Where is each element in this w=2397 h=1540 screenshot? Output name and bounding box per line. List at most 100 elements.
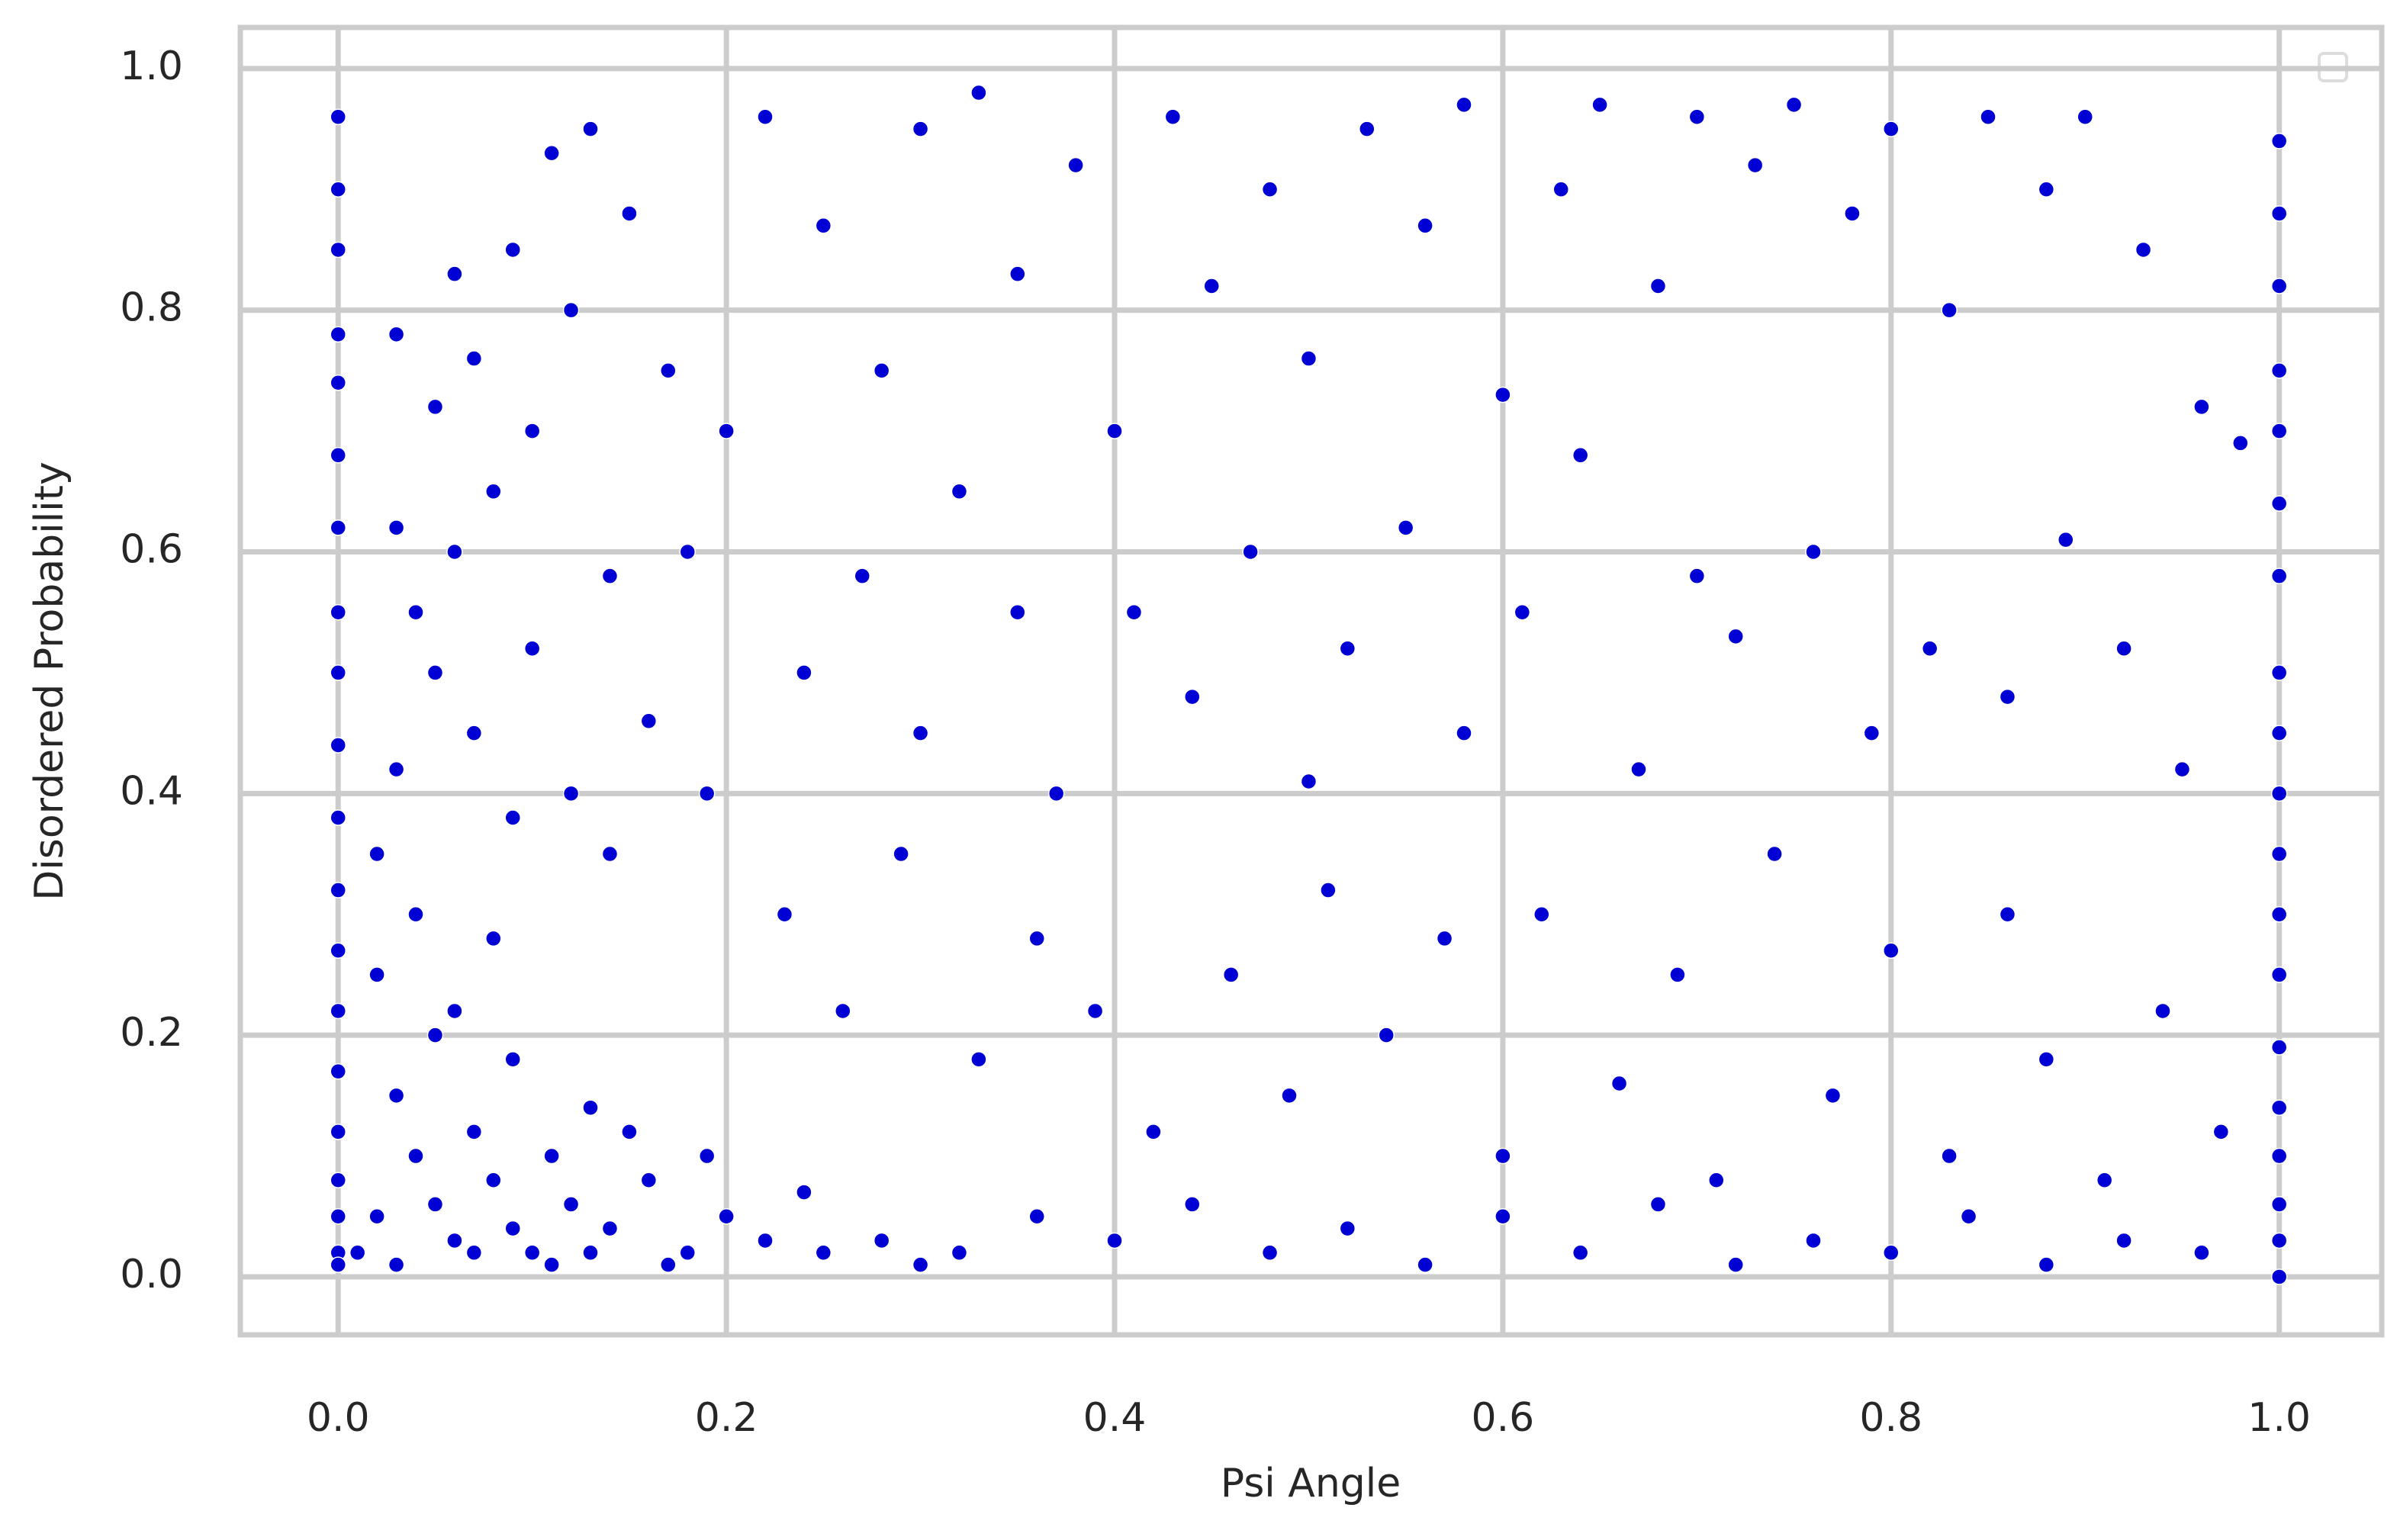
point <box>2270 1099 2288 1116</box>
point <box>543 1256 560 1273</box>
point <box>1067 156 1084 174</box>
point <box>1941 1147 1958 1165</box>
point <box>485 483 502 500</box>
point <box>1378 1027 1395 1043</box>
point <box>2270 725 2288 741</box>
point <box>660 1256 677 1273</box>
point <box>465 1124 483 1140</box>
point <box>1610 1075 1628 1092</box>
point <box>951 1244 968 1262</box>
point <box>504 241 521 259</box>
point <box>407 905 424 923</box>
point <box>679 543 696 561</box>
point <box>2038 1256 2055 1273</box>
point <box>757 1232 774 1249</box>
point <box>330 942 346 960</box>
plot-frame <box>237 24 2385 1338</box>
point <box>2173 760 2191 778</box>
point <box>912 725 929 741</box>
point <box>330 603 346 621</box>
point <box>1242 543 1259 561</box>
point <box>1125 603 1143 621</box>
point <box>912 121 929 137</box>
point <box>970 1051 987 1068</box>
point <box>330 1172 346 1188</box>
point <box>1883 121 1900 137</box>
point <box>601 845 619 863</box>
point <box>1649 278 1667 294</box>
x-axis-label: Psi Angle <box>1221 1461 1401 1506</box>
point <box>776 905 793 923</box>
point <box>426 398 444 416</box>
point <box>893 845 909 863</box>
point <box>330 181 346 198</box>
point <box>1359 121 1375 137</box>
point <box>757 108 774 125</box>
point <box>523 640 541 657</box>
point <box>1960 1208 1977 1225</box>
point <box>698 1147 716 1165</box>
point <box>1669 966 1686 983</box>
point <box>485 1172 502 1188</box>
point <box>1495 1147 1511 1165</box>
point <box>1086 1002 1104 1020</box>
point <box>2270 785 2288 802</box>
y-tick-label: 0.8 <box>120 285 183 331</box>
point <box>2038 1051 2055 1068</box>
point <box>543 144 560 162</box>
point <box>2058 531 2074 548</box>
point <box>1145 1124 1162 1140</box>
point <box>368 966 385 983</box>
point <box>1436 930 1453 947</box>
point <box>2270 1196 2288 1213</box>
point <box>582 1244 599 1262</box>
point <box>1300 773 1318 790</box>
point <box>426 1196 444 1213</box>
point <box>1164 108 1182 125</box>
point <box>2270 205 2288 222</box>
point <box>2270 278 2288 294</box>
point <box>446 543 463 561</box>
point <box>1921 640 1939 657</box>
point <box>330 1208 346 1225</box>
point <box>621 205 638 222</box>
point <box>854 567 870 584</box>
point <box>2038 181 2055 198</box>
points <box>330 84 2288 1285</box>
point <box>1572 447 1589 464</box>
point <box>1941 301 1958 319</box>
point <box>582 1099 599 1116</box>
point <box>1047 785 1065 802</box>
point <box>388 519 405 536</box>
point <box>2270 423 2288 439</box>
point <box>2270 966 2288 983</box>
point <box>562 301 580 319</box>
y-tick-label: 1.0 <box>120 43 183 89</box>
point <box>1999 905 2016 923</box>
point <box>330 519 346 536</box>
point <box>2096 1172 2113 1188</box>
point <box>2115 640 2132 657</box>
point <box>330 737 346 754</box>
point <box>601 1220 619 1237</box>
point <box>835 1002 851 1020</box>
point <box>504 1051 521 1068</box>
point <box>1999 688 2016 706</box>
point <box>465 1244 483 1262</box>
point <box>1980 108 1996 125</box>
point <box>1281 1087 1298 1104</box>
point <box>1805 1232 1822 1249</box>
point <box>2270 1232 2288 1249</box>
point <box>2154 1002 2171 1020</box>
x-tick-label: 0.6 <box>1472 1395 1535 1441</box>
point <box>1261 181 1279 198</box>
point <box>815 217 832 234</box>
point <box>2270 1147 2288 1165</box>
point <box>679 1244 696 1262</box>
point <box>1184 1196 1201 1213</box>
point <box>873 362 890 379</box>
point <box>1844 205 1861 222</box>
point <box>718 423 735 439</box>
point <box>640 712 658 730</box>
point <box>1417 1256 1433 1273</box>
